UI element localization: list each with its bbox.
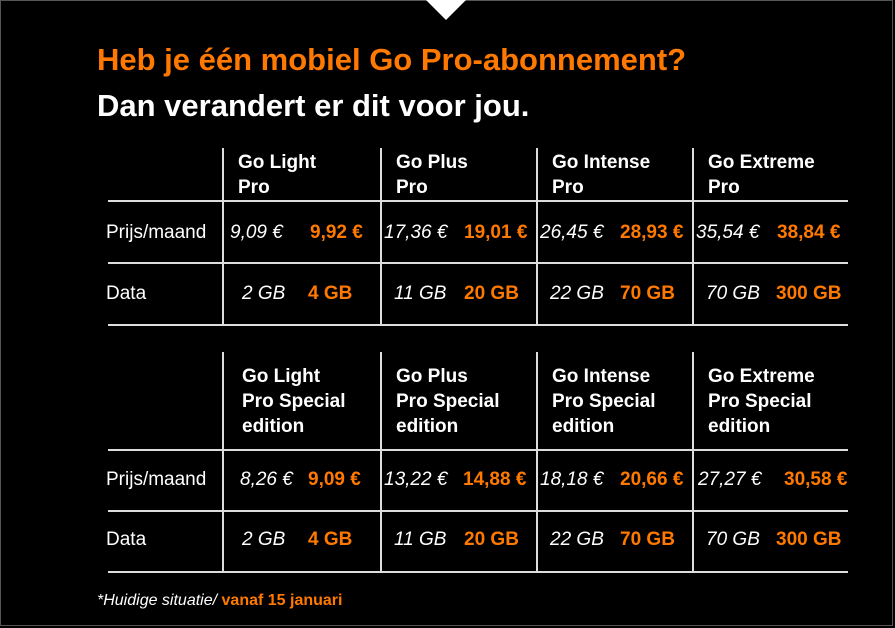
headline-statement: Dan verandert er dit voor jou. bbox=[97, 88, 530, 123]
column-header: Go Plus Pro Special edition bbox=[396, 366, 500, 437]
new-value: 9,92 € bbox=[310, 222, 363, 243]
current-value: 8,26 € bbox=[240, 469, 293, 490]
column-header: Go Intense Pro bbox=[552, 152, 651, 198]
column-header: Go Extreme Pro Special edition bbox=[708, 366, 815, 437]
table-column-divider bbox=[536, 148, 538, 324]
column-header: Go Light Pro Special edition bbox=[242, 366, 346, 437]
table-column-divider bbox=[222, 148, 224, 324]
column-header: Go Extreme Pro bbox=[708, 152, 815, 198]
table-column-divider bbox=[692, 148, 694, 324]
new-value: 70 GB bbox=[620, 283, 675, 304]
current-value: 13,22 € bbox=[384, 469, 448, 490]
table-column-divider bbox=[222, 352, 224, 571]
current-value: 22 GB bbox=[550, 283, 604, 304]
current-value: 2 GB bbox=[242, 529, 286, 550]
new-value: 20 GB bbox=[464, 283, 519, 304]
current-value: 9,09 € bbox=[230, 222, 283, 243]
table-row-divider bbox=[108, 571, 848, 573]
current-value: 18,18 € bbox=[540, 469, 604, 490]
column-header: Go Plus Pro bbox=[396, 152, 468, 198]
footnote-new: vanaf 15 januari bbox=[217, 592, 343, 609]
new-value: 20 GB bbox=[464, 529, 519, 550]
table-column-divider bbox=[380, 352, 382, 571]
table-column-divider bbox=[380, 148, 382, 324]
current-value: 27,27 € bbox=[698, 469, 762, 490]
new-value: 28,93 € bbox=[620, 222, 684, 243]
table-column-divider bbox=[536, 352, 538, 571]
new-value: 14,88 € bbox=[463, 469, 527, 490]
table-row-divider bbox=[108, 200, 848, 202]
new-value: 20,66 € bbox=[620, 469, 684, 490]
column-header: Go Light Pro bbox=[238, 152, 317, 198]
table-row-divider bbox=[108, 324, 848, 326]
headline-question: Heb je één mobiel Go Pro-abonnement? bbox=[97, 42, 687, 77]
new-value: 4 GB bbox=[308, 529, 353, 550]
table-column-divider bbox=[692, 352, 694, 571]
current-value: 70 GB bbox=[706, 529, 760, 550]
row-label: Prijs/maand bbox=[106, 222, 207, 243]
current-value: 22 GB bbox=[550, 529, 604, 550]
row-label: Data bbox=[106, 283, 147, 304]
new-value: 4 GB bbox=[308, 283, 353, 304]
current-value: 17,36 € bbox=[384, 222, 448, 243]
column-header: Go Intense Pro Special edition bbox=[552, 366, 656, 437]
footnote: *Huidige situatie/ vanaf 15 januari bbox=[97, 592, 342, 610]
new-value: 70 GB bbox=[620, 529, 675, 550]
table-row-divider bbox=[108, 510, 848, 512]
current-value: 26,45 € bbox=[540, 222, 604, 243]
new-value: 9,09 € bbox=[308, 469, 361, 490]
current-value: 70 GB bbox=[706, 283, 760, 304]
new-value: 19,01 € bbox=[464, 222, 528, 243]
down-arrow-indicator[interactable] bbox=[426, 0, 466, 20]
current-value: 2 GB bbox=[242, 283, 286, 304]
table-row-divider bbox=[108, 449, 848, 451]
new-value: 300 GB bbox=[776, 283, 842, 304]
new-value: 38,84 € bbox=[777, 222, 841, 243]
row-label: Data bbox=[106, 529, 147, 550]
footnote-current: *Huidige situatie/ bbox=[97, 592, 218, 609]
row-label: Prijs/maand bbox=[106, 469, 207, 490]
table-row-divider bbox=[108, 262, 848, 264]
current-value: 11 GB bbox=[394, 283, 447, 304]
new-value: 300 GB bbox=[776, 529, 842, 550]
current-value: 35,54 € bbox=[696, 222, 760, 243]
current-value: 11 GB bbox=[394, 529, 447, 550]
new-value: 30,58 € bbox=[784, 469, 848, 490]
